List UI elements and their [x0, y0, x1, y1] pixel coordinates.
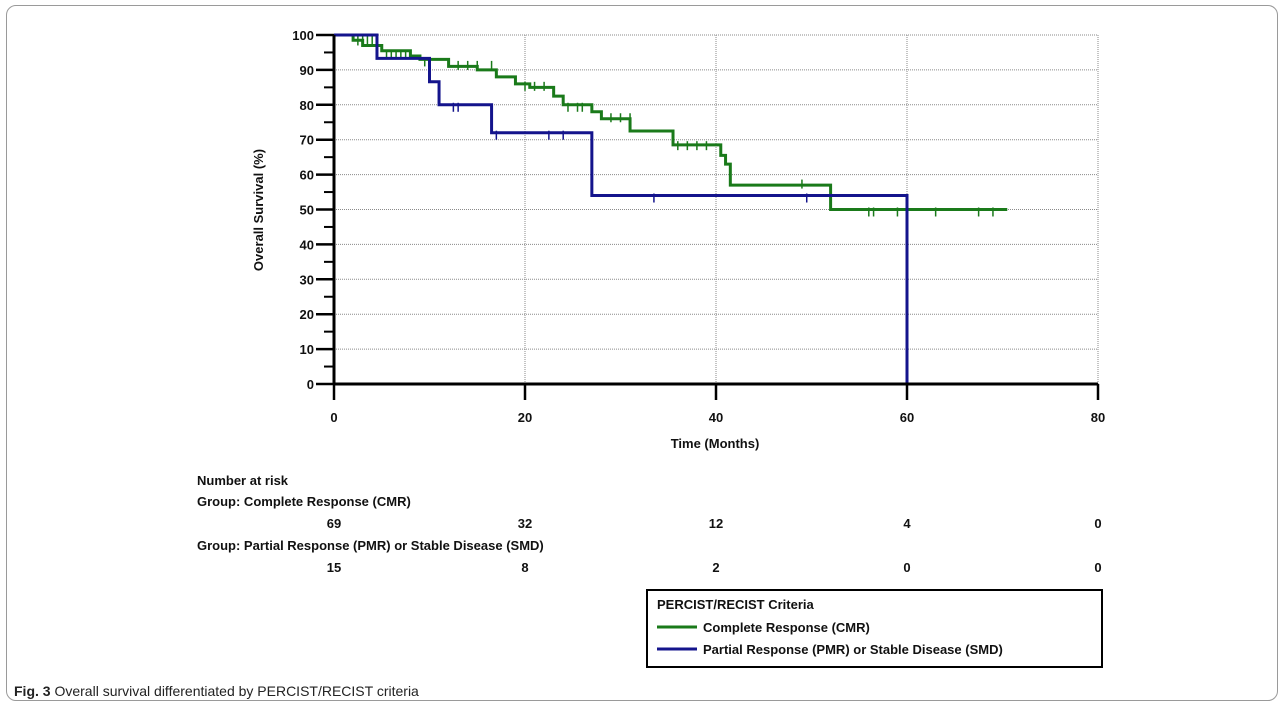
- risk-row-cmr: 69 32 12 4 0: [327, 516, 1102, 531]
- y-tick-label: 80: [300, 98, 314, 113]
- risk-count: 32: [518, 516, 532, 531]
- figure-frame: [6, 5, 1278, 701]
- y-tick-label: 30: [300, 272, 314, 287]
- survival-curves: [334, 33, 1008, 384]
- legend-label-cmr: Complete Response (CMR): [703, 620, 870, 635]
- y-tick-label: 0: [307, 377, 314, 392]
- y-tick-label: 100: [292, 28, 314, 43]
- risk-row-pmr: 15 8 2 0 0: [327, 560, 1102, 575]
- x-tick-label: 60: [900, 410, 914, 425]
- x-axis-label: Time (Months): [671, 436, 760, 451]
- risk-count: 2: [712, 560, 719, 575]
- risk-group-label-cmr: Group: Complete Response (CMR): [197, 494, 411, 509]
- legend-title: PERCIST/RECIST Criteria: [657, 597, 815, 612]
- x-tick-label: 80: [1091, 410, 1105, 425]
- risk-count: 12: [709, 516, 723, 531]
- figure-caption: Fig. 3 Overall survival differentiated b…: [14, 683, 419, 699]
- legend: PERCIST/RECIST Criteria Complete Respons…: [646, 589, 1103, 668]
- x-tick-label: 0: [330, 410, 337, 425]
- risk-group-label-pmr: Group: Partial Response (PMR) or Stable …: [197, 538, 544, 553]
- figure-label: Fig. 3: [14, 683, 51, 699]
- risk-count: 8: [521, 560, 528, 575]
- x-ticks: 0 20 40 60 80: [330, 384, 1105, 425]
- risk-count: 69: [327, 516, 341, 531]
- x-tick-label: 20: [518, 410, 532, 425]
- y-tick-label: 50: [300, 203, 314, 218]
- survival-curve-pmr: [334, 33, 909, 384]
- risk-count: 0: [1094, 516, 1101, 531]
- risk-table-title: Number at risk: [197, 473, 289, 488]
- y-tick-label: 40: [300, 237, 314, 252]
- y-tick-label: 90: [300, 63, 314, 78]
- legend-box: [646, 589, 1103, 668]
- y-tick-label: 60: [300, 168, 314, 183]
- y-ticks: 0 10 20 30 40 50 60 70 80 90 100: [292, 28, 334, 392]
- risk-table: Number at risk Group: Complete Response …: [197, 473, 1102, 575]
- y-axis-label: Overall Survival (%): [251, 149, 266, 271]
- risk-count: 15: [327, 560, 341, 575]
- risk-count: 0: [1094, 560, 1101, 575]
- survival-curve-cmr: [334, 33, 1008, 211]
- figure-caption-text: Overall survival differentiated by PERCI…: [54, 683, 419, 699]
- x-tick-label: 40: [709, 410, 723, 425]
- legend-label-pmr: Partial Response (PMR) or Stable Disease…: [703, 642, 1003, 657]
- risk-count: 4: [903, 516, 911, 531]
- y-tick-label: 10: [300, 342, 314, 357]
- y-tick-label: 70: [300, 133, 314, 148]
- y-tick-label: 20: [300, 307, 314, 322]
- risk-count: 0: [903, 560, 910, 575]
